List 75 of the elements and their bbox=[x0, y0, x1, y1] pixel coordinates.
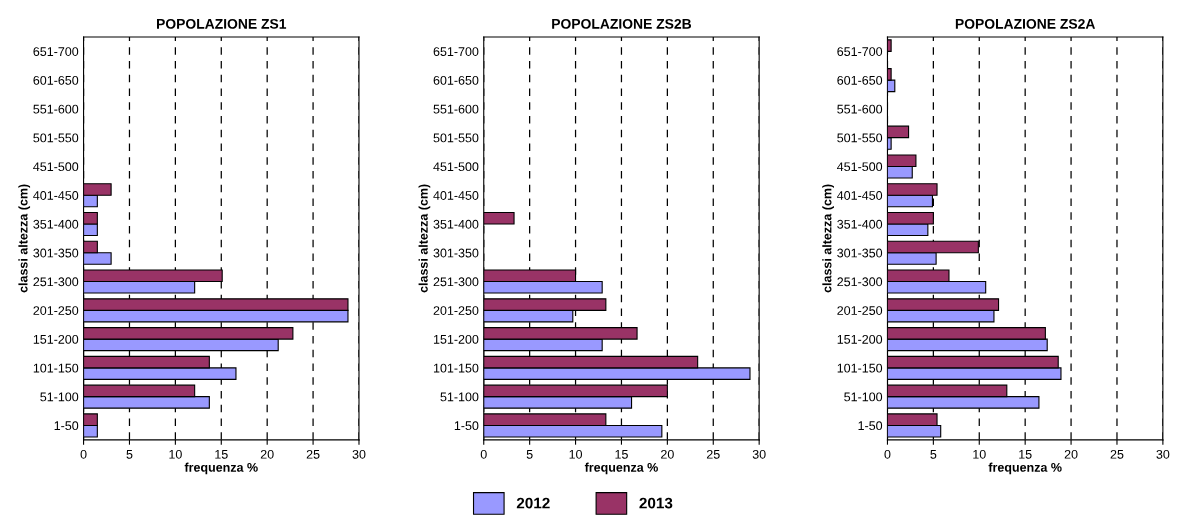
chart-title: POPOLAZIONE ZS2B bbox=[552, 18, 692, 29]
y-axis-title: classi altezza (cm) bbox=[18, 184, 31, 293]
y-tick-label: 451-500 bbox=[433, 162, 479, 172]
x-tick-label: 0 bbox=[480, 449, 487, 459]
x-tick-label: 20 bbox=[1064, 449, 1078, 459]
y-tick-label: 151-200 bbox=[433, 334, 479, 344]
y-axis-title: classi altezza (cm) bbox=[418, 184, 431, 293]
y-tick-label: 401-450 bbox=[433, 191, 479, 200]
x-tick-label: 5 bbox=[526, 450, 533, 459]
y-tick-label: 101-150 bbox=[33, 363, 79, 373]
y-tick-label: 151-200 bbox=[33, 334, 79, 344]
x-tick-label: 0 bbox=[80, 449, 87, 459]
y-tick-label: 301-350 bbox=[433, 248, 479, 258]
legend-label: 2013 bbox=[639, 497, 673, 509]
x-axis-title: frequenza % bbox=[988, 462, 1062, 475]
y-tick-label: 201-250 bbox=[837, 306, 883, 315]
y-tick-label: 601-650 bbox=[33, 75, 79, 85]
y-tick-label: 201-250 bbox=[33, 306, 79, 315]
x-tick-label: 10 bbox=[569, 449, 583, 459]
y-tick-label: 601-650 bbox=[433, 75, 479, 85]
y-tick-label: 401-450 bbox=[33, 191, 79, 200]
y-tick-label: 301-350 bbox=[837, 248, 883, 258]
y-tick-label: 1-50 bbox=[454, 421, 479, 431]
y-tick-label: 151-200 bbox=[837, 334, 883, 344]
y-tick-label: 1-50 bbox=[858, 421, 883, 431]
chart-title: POPOLAZIONE ZS2A bbox=[955, 18, 1096, 29]
x-tick-label: 15 bbox=[215, 450, 228, 459]
y-tick-label: 51-100 bbox=[844, 392, 883, 402]
x-tick-label: 30 bbox=[1156, 449, 1170, 459]
y-axis-title: classi altezza (cm) bbox=[822, 184, 834, 293]
y-tick-label: 351-400 bbox=[33, 219, 79, 229]
x-tick-label: 5 bbox=[126, 450, 133, 459]
y-tick-label: 301-350 bbox=[33, 248, 79, 258]
x-tick-label: 20 bbox=[661, 449, 674, 459]
x-tick-label: 25 bbox=[1110, 449, 1124, 459]
y-tick-label: 101-150 bbox=[433, 363, 479, 373]
x-axis-title: frequenza % bbox=[184, 462, 258, 475]
x-tick-label: 15 bbox=[1019, 450, 1032, 459]
y-tick-label: 51-100 bbox=[40, 392, 79, 402]
x-tick-label: 10 bbox=[169, 449, 182, 459]
x-tick-label: 15 bbox=[615, 450, 628, 459]
x-tick-label: 0 bbox=[884, 449, 891, 459]
x-tick-label: 20 bbox=[260, 449, 274, 459]
x-tick-label: 30 bbox=[752, 449, 766, 459]
y-tick-label: 551-600 bbox=[33, 104, 79, 114]
y-tick-label: 251-300 bbox=[433, 277, 479, 287]
y-tick-label: 101-150 bbox=[837, 363, 883, 373]
y-tick-label: 551-600 bbox=[837, 104, 883, 114]
legend-label: 2012 bbox=[516, 497, 550, 509]
y-tick-label: 551-600 bbox=[433, 104, 479, 114]
y-tick-label: 501-550 bbox=[33, 133, 79, 143]
x-axis-title: frequenza % bbox=[584, 462, 658, 475]
y-tick-label: 501-550 bbox=[433, 133, 479, 143]
y-tick-label: 351-400 bbox=[837, 219, 883, 229]
x-tick-label: 25 bbox=[306, 449, 320, 459]
x-tick-label: 5 bbox=[930, 450, 937, 459]
y-tick-label: 651-700 bbox=[837, 47, 883, 56]
y-tick-label: 51-100 bbox=[440, 392, 479, 402]
y-tick-label: 651-700 bbox=[433, 47, 479, 56]
y-tick-label: 451-500 bbox=[33, 162, 79, 172]
y-tick-label: 501-550 bbox=[837, 133, 883, 143]
y-tick-label: 1-50 bbox=[54, 421, 79, 431]
y-tick-label: 251-300 bbox=[837, 277, 883, 287]
chart-title: POPOLAZIONE ZS1 bbox=[157, 18, 287, 29]
y-tick-label: 401-450 bbox=[837, 191, 883, 200]
bar bbox=[483, 211, 515, 225]
y-tick-label: 251-300 bbox=[33, 277, 79, 287]
x-tick-label: 25 bbox=[706, 449, 720, 459]
y-tick-label: 651-700 bbox=[33, 47, 79, 56]
y-tick-label: 351-400 bbox=[433, 219, 479, 229]
x-tick-label: 30 bbox=[352, 449, 366, 459]
y-tick-label: 201-250 bbox=[433, 306, 479, 315]
y-tick-label: 451-500 bbox=[837, 162, 883, 172]
y-tick-label: 601-650 bbox=[837, 75, 883, 85]
x-tick-label: 10 bbox=[973, 449, 986, 459]
